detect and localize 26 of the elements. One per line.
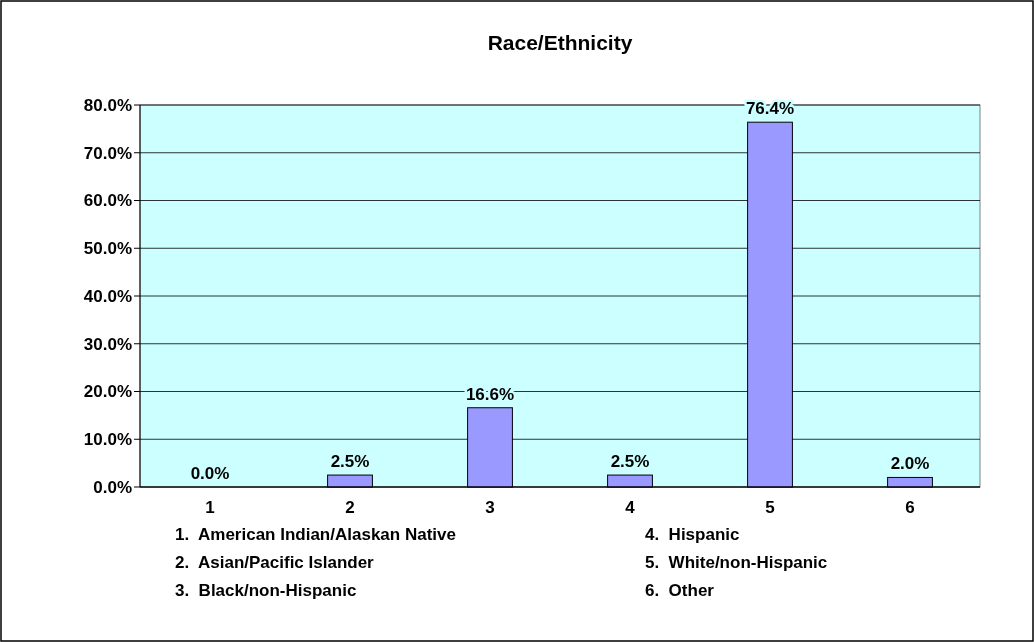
text: 2. Asian/Pacific Islander xyxy=(175,553,375,572)
x-tick-label: 2 xyxy=(345,498,355,517)
text: 5. White/non-Hispanic xyxy=(645,553,828,572)
text: 1. American Indian/Alaskan Native xyxy=(175,525,456,544)
text: 4. Hispanic xyxy=(645,525,740,544)
y-tick-label: 40.0% xyxy=(83,286,132,306)
data-label: 2.5% xyxy=(330,452,370,472)
y-tick-label: 60.0% xyxy=(83,191,132,211)
x-tick-label: 3 xyxy=(485,498,495,517)
y-tick-label: 30.0% xyxy=(83,334,132,354)
y-tick-label: 10.0% xyxy=(83,430,132,450)
text: 3. Black/non-Hispanic xyxy=(175,581,357,600)
x-tick-label: 4 xyxy=(625,498,636,517)
text: 6. Other xyxy=(645,581,715,600)
x-tick-label: 1 xyxy=(205,498,215,517)
y-tick-label: 80.0% xyxy=(83,95,132,115)
y-tick-label: 70.0% xyxy=(83,143,132,163)
y-tick-label: 20.0% xyxy=(83,382,132,402)
data-label: 2.0% xyxy=(890,454,930,474)
y-tick-label: 50.0% xyxy=(83,239,132,259)
data-label: 2.5% xyxy=(610,452,650,472)
x-tick-label: 6 xyxy=(905,498,915,517)
data-label: 0.0% xyxy=(190,464,230,483)
chart-title: Race/Ethnicity xyxy=(487,31,633,54)
y-tick-label: 0.0% xyxy=(93,477,132,497)
x-tick-label: 5 xyxy=(765,498,775,517)
